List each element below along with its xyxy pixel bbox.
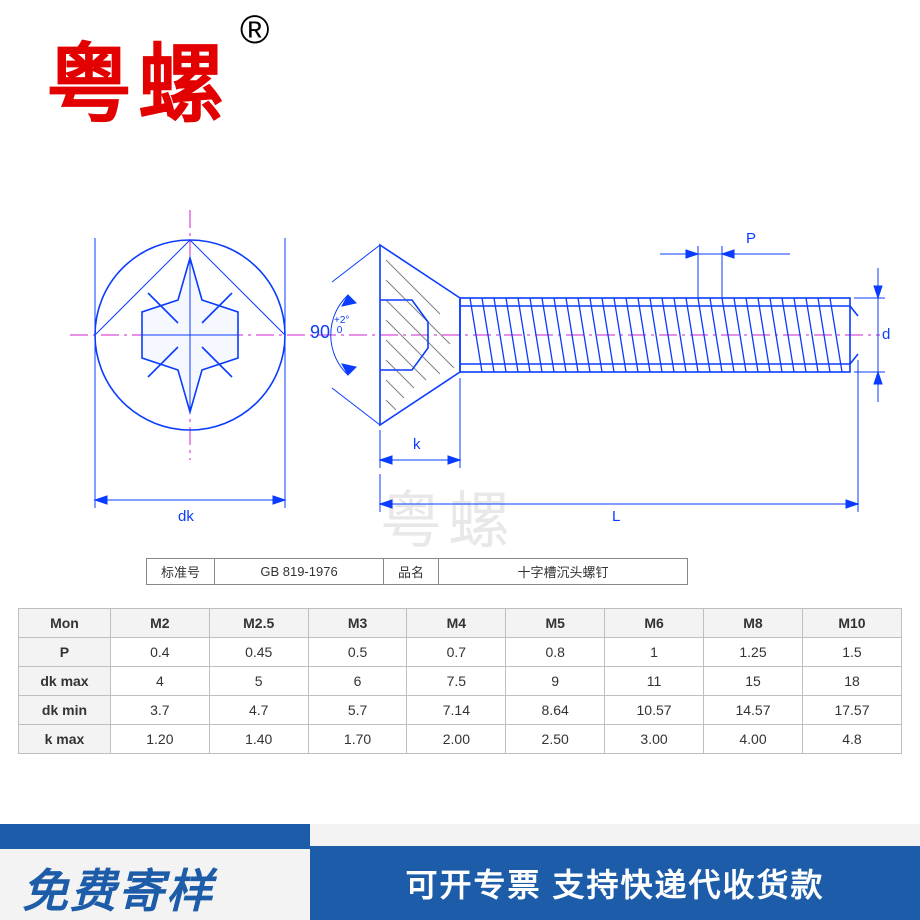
registered-mark: ® <box>240 8 269 53</box>
footer-left-text: 免费寄样 <box>22 855 214 920</box>
dim-L-label: L <box>612 508 620 525</box>
table-cell: 6 <box>308 667 407 696</box>
table-cell: 11 <box>605 667 704 696</box>
table-cell: 7.14 <box>407 696 506 725</box>
table-cell: 5.7 <box>308 696 407 725</box>
dim-P-label: P <box>746 230 756 247</box>
table-cell: 1.70 <box>308 725 407 754</box>
row-header: dk max <box>19 667 111 696</box>
col-header: M5 <box>506 609 605 638</box>
col-header: M2.5 <box>209 609 308 638</box>
col-header: M3 <box>308 609 407 638</box>
table-cell: 17.57 <box>802 696 901 725</box>
table-cell: 4.8 <box>802 725 901 754</box>
meta-std-value: GB 819-1976 <box>215 559 384 585</box>
table-cell: 0.7 <box>407 638 506 667</box>
col-header: Mon <box>19 609 111 638</box>
col-header: M4 <box>407 609 506 638</box>
table-cell: 1.20 <box>110 725 209 754</box>
meta-std-label: 标准号 <box>147 559 215 585</box>
meta-table: 标准号 GB 819-1976 品名 十字槽沉头螺钉 <box>146 558 688 585</box>
table-cell: 2.00 <box>407 725 506 754</box>
table-cell: 18 <box>802 667 901 696</box>
meta-name-label: 品名 <box>384 559 439 585</box>
col-header: M8 <box>704 609 803 638</box>
table-cell: 2.50 <box>506 725 605 754</box>
table-cell: 3.00 <box>605 725 704 754</box>
table-cell: 14.57 <box>704 696 803 725</box>
spec-table: MonM2M2.5M3M4M5M6M8M10 P0.40.450.50.70.8… <box>18 608 902 754</box>
table-cell: 1 <box>605 638 704 667</box>
col-header: M6 <box>605 609 704 638</box>
table-cell: 0.5 <box>308 638 407 667</box>
table-cell: 5 <box>209 667 308 696</box>
dim-dk-label: dk <box>178 508 194 525</box>
table-cell: 4 <box>110 667 209 696</box>
technical-drawing: dk k L P d 90 +2° 0 <box>30 150 890 550</box>
meta-name-value: 十字槽沉头螺钉 <box>439 559 688 585</box>
row-header: P <box>19 638 111 667</box>
dim-k-label: k <box>413 436 421 453</box>
dim-d-label: d <box>882 326 890 343</box>
table-cell: 1.5 <box>802 638 901 667</box>
angle-label: 90 <box>310 322 330 343</box>
table-cell: 1.40 <box>209 725 308 754</box>
table-cell: 0.45 <box>209 638 308 667</box>
brand-logo: 粤螺 <box>46 14 230 139</box>
table-cell: 1.25 <box>704 638 803 667</box>
table-cell: 9 <box>506 667 605 696</box>
table-cell: 0.4 <box>110 638 209 667</box>
col-header: M2 <box>110 609 209 638</box>
table-cell: 0.8 <box>506 638 605 667</box>
footer: 免费寄样 可开专票 支持快递代收货款 <box>0 824 920 920</box>
table-cell: 4.00 <box>704 725 803 754</box>
col-header: M10 <box>802 609 901 638</box>
table-cell: 15 <box>704 667 803 696</box>
footer-right-text: 可开专票 支持快递代收货款 <box>310 846 920 920</box>
angle-tol: +2° 0 <box>334 316 349 336</box>
row-header: k max <box>19 725 111 754</box>
table-cell: 3.7 <box>110 696 209 725</box>
table-cell: 8.64 <box>506 696 605 725</box>
table-cell: 4.7 <box>209 696 308 725</box>
row-header: dk min <box>19 696 111 725</box>
table-cell: 7.5 <box>407 667 506 696</box>
table-cell: 10.57 <box>605 696 704 725</box>
